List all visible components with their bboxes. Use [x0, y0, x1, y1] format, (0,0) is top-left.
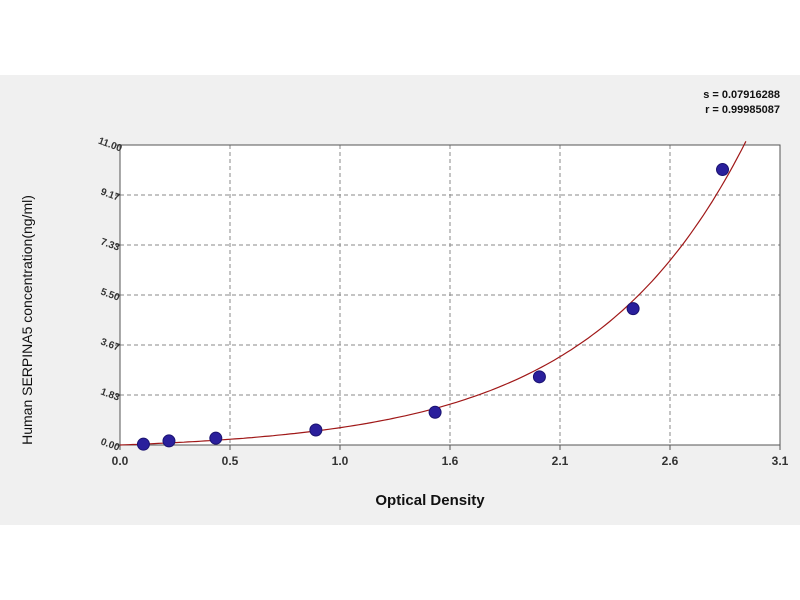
x-tick-label: 1.0 [332, 454, 349, 468]
data-point [309, 423, 323, 437]
data-point [716, 163, 730, 177]
y-tick-label: 0.00 [99, 437, 121, 454]
stat-s: s = 0.07916288 [703, 89, 780, 101]
x-tick-label: 2.6 [662, 454, 679, 468]
data-point [428, 405, 442, 419]
fit-statistics: s = 0.07916288 r = 0.99985087 [703, 88, 780, 118]
y-axis-label: Human SERPINA5 concentration(ng/ml) [19, 195, 35, 445]
chart-svg: 0.0 0.5 1.0 1.6 2.1 2.6 3.1 0.00 1.83 3.67 5.50 7.3… [19, 136, 789, 509]
data-point [532, 370, 546, 384]
data-point [209, 431, 223, 445]
y-tick-label: 3.67 [99, 337, 121, 354]
x-axis-label: Optical Density [375, 492, 485, 509]
chart-figure: 0.0 0.5 1.0 1.6 2.1 2.6 3.1 0.00 1.83 3.67 5.50 7.3… [0, 75, 800, 525]
x-tick-label: 0.0 [112, 454, 129, 468]
y-tick-label: 9.17 [99, 187, 121, 204]
y-tick-label: 7.33 [99, 237, 121, 254]
data-point [162, 434, 176, 448]
y-tick-label: 5.50 [99, 287, 121, 304]
stat-r: r = 0.99985087 [705, 104, 780, 116]
data-point [136, 437, 150, 451]
x-tick-label: 2.1 [552, 454, 569, 468]
data-point [626, 302, 640, 316]
y-tick-label: 11.00 [97, 136, 124, 155]
x-tick-label: 3.1 [772, 454, 789, 468]
y-tick-label: 1.83 [99, 387, 121, 404]
x-tick-label: 1.6 [442, 454, 459, 468]
x-tick-label: 0.5 [222, 454, 239, 468]
